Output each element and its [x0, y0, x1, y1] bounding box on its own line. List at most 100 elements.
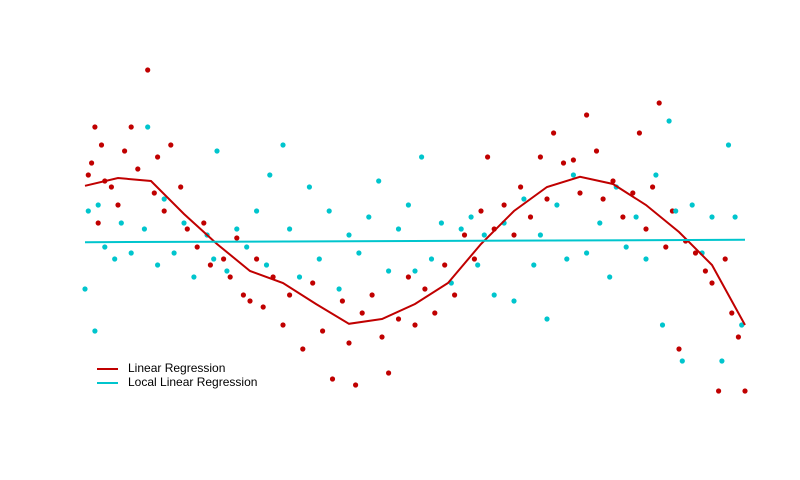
point	[630, 190, 636, 196]
legend-label: Linear Regression	[128, 361, 225, 375]
point	[115, 202, 121, 208]
point	[386, 268, 392, 274]
point	[478, 208, 484, 214]
point	[300, 346, 306, 352]
point	[369, 292, 375, 298]
point	[725, 142, 732, 148]
point	[128, 250, 134, 256]
point	[564, 256, 570, 262]
point	[326, 208, 332, 214]
point	[491, 292, 497, 298]
point	[554, 202, 560, 208]
point	[527, 214, 534, 220]
point	[168, 142, 174, 148]
point	[419, 154, 425, 160]
point	[610, 178, 616, 184]
point	[379, 334, 385, 340]
point	[597, 220, 603, 226]
point	[201, 220, 207, 226]
point	[521, 196, 527, 202]
point	[184, 226, 190, 232]
point	[438, 220, 444, 226]
point	[92, 124, 98, 130]
point	[537, 232, 544, 238]
point	[485, 154, 491, 160]
point	[82, 286, 88, 292]
point	[607, 274, 613, 280]
point	[181, 220, 187, 226]
point	[452, 292, 458, 298]
point	[584, 112, 590, 118]
point	[620, 214, 626, 220]
point	[659, 322, 666, 328]
point	[560, 160, 567, 166]
point	[395, 316, 402, 322]
point	[151, 190, 157, 196]
point	[511, 298, 517, 304]
point	[234, 235, 240, 241]
point	[310, 280, 316, 286]
point	[320, 328, 326, 334]
point	[716, 388, 722, 394]
point	[719, 358, 725, 364]
point	[735, 334, 742, 340]
point	[412, 268, 418, 274]
point	[366, 214, 372, 220]
point	[85, 208, 91, 214]
point	[155, 262, 161, 268]
point	[95, 202, 101, 208]
point	[471, 256, 477, 262]
fit-line	[84, 238, 746, 244]
point	[679, 358, 685, 364]
point	[346, 232, 352, 238]
point	[518, 184, 524, 190]
point	[551, 130, 557, 136]
point	[663, 244, 669, 250]
point	[544, 196, 550, 202]
point	[356, 250, 362, 256]
point	[211, 256, 217, 262]
point	[171, 250, 177, 256]
point	[92, 328, 98, 334]
point	[458, 226, 464, 232]
point	[405, 202, 411, 208]
point	[145, 67, 151, 73]
point	[280, 142, 286, 148]
point	[481, 232, 487, 238]
point	[511, 232, 517, 238]
point	[623, 244, 629, 250]
point	[544, 316, 550, 322]
point	[89, 160, 95, 166]
point	[207, 262, 213, 268]
point	[722, 256, 728, 262]
point	[636, 130, 643, 136]
point	[653, 172, 659, 178]
point	[296, 274, 303, 280]
point	[531, 262, 537, 268]
point	[316, 256, 322, 262]
point	[692, 250, 699, 256]
point	[85, 172, 91, 178]
point	[145, 124, 151, 130]
point	[224, 268, 230, 274]
point	[442, 262, 448, 268]
point	[161, 196, 167, 202]
point	[98, 142, 105, 148]
point	[118, 220, 124, 226]
point	[584, 250, 590, 256]
point	[673, 208, 679, 214]
point	[353, 382, 359, 388]
point	[178, 184, 184, 190]
point	[395, 226, 402, 232]
point	[108, 184, 114, 190]
point	[280, 322, 286, 328]
point	[739, 322, 745, 328]
point	[405, 274, 411, 280]
point	[339, 298, 345, 304]
point	[263, 262, 270, 268]
point	[346, 340, 352, 346]
point	[247, 298, 253, 304]
point	[386, 370, 392, 376]
point	[577, 190, 583, 196]
point	[260, 304, 266, 310]
